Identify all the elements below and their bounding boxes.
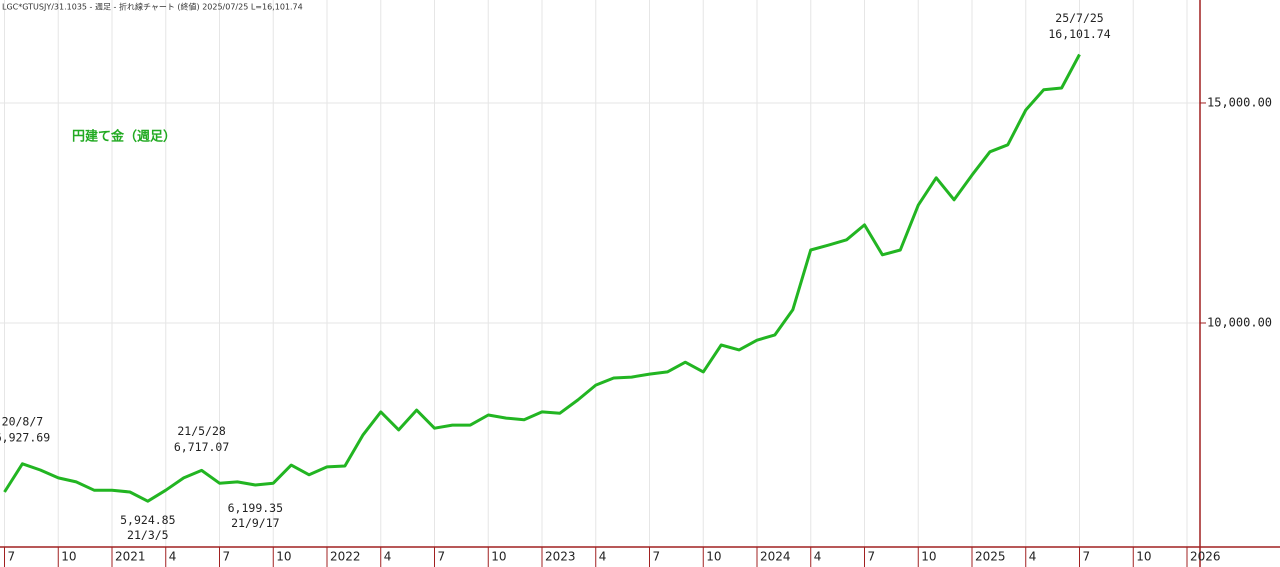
chart-title: LGC*GTUSJY/31.1035 - 週足 - 折れ線チャート (終値) 2… [2, 2, 303, 12]
x-tick-label: 10 [276, 550, 291, 564]
x-tick-label: 4 [384, 550, 392, 564]
annotation-value: 6,199.35 [228, 501, 283, 515]
x-tick-label: 7 [868, 550, 876, 564]
annotation-date: 20/8/7 [2, 415, 44, 429]
x-tick-label: 2022 [330, 550, 361, 564]
annotation-date: 21/3/5 [127, 528, 169, 542]
annotation-value: 6,717.07 [174, 440, 229, 454]
x-tick-label: 10 [491, 550, 506, 564]
y-tick-label: 10,000.00 [1207, 316, 1272, 330]
legend-label: 円建て金（週足） [72, 129, 176, 145]
series-line [3, 53, 1081, 503]
annotation-value: 5,924.85 [120, 513, 175, 527]
x-tick-label: 7 [223, 550, 231, 564]
x-tick-label: 7 [8, 550, 16, 564]
x-tick-label: 2026 [1190, 550, 1221, 564]
x-tick-label: 2021 [115, 550, 146, 564]
x-tick-label: 10 [1136, 550, 1151, 564]
x-tick-label: 7 [438, 550, 446, 564]
x-tick-label: 2024 [760, 550, 791, 564]
x-tick-label: 7 [653, 550, 661, 564]
x-tick-label: 2025 [975, 550, 1006, 564]
annotation-date: 21/5/28 [177, 424, 226, 438]
y-tick-label: 15,000.00 [1207, 95, 1272, 109]
grid [0, 0, 1200, 547]
annotation-value: 16,101.74 [1048, 27, 1110, 41]
x-tick-label: 4 [599, 550, 607, 564]
x-tick-label: 4 [169, 550, 177, 564]
x-tick-label: 4 [1029, 550, 1037, 564]
x-tick-label: 2023 [545, 550, 576, 564]
x-tick-label: 10 [61, 550, 76, 564]
annotation-date: 25/7/25 [1055, 11, 1103, 25]
x-tick-label: 10 [921, 550, 936, 564]
annotation-value: 6,927.69 [0, 431, 50, 445]
x-tick-label: 4 [814, 550, 822, 564]
annotation-date: 21/9/17 [231, 516, 280, 530]
x-tick-label: 7 [1083, 550, 1091, 564]
x-tick-label: 10 [706, 550, 721, 564]
